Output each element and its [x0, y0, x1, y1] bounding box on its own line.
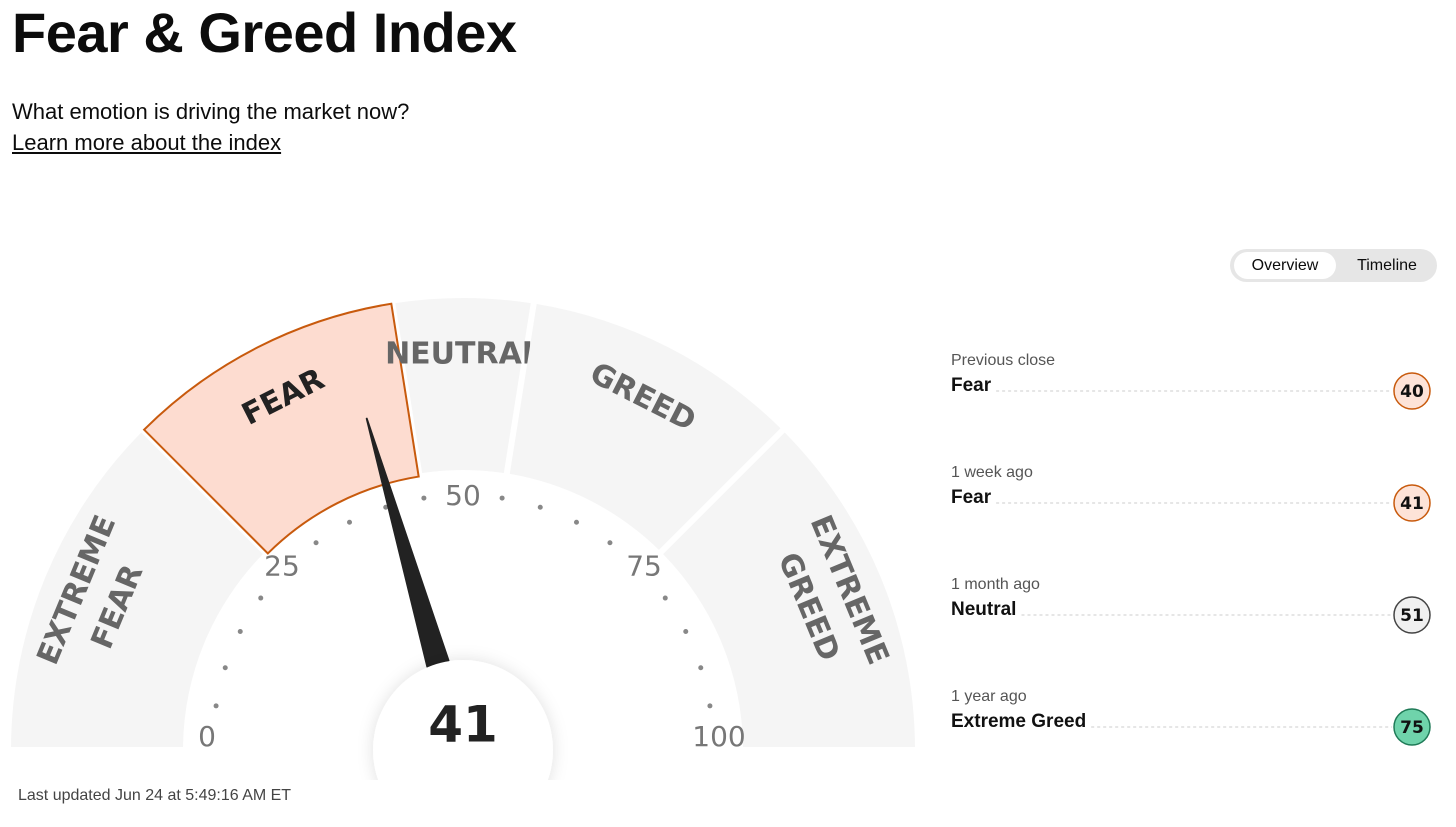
learn-more-link[interactable]: Learn more about the index [12, 130, 282, 155]
tick-dot [347, 519, 353, 525]
tick-dot [683, 629, 689, 635]
history-value: 51 [1400, 606, 1424, 626]
tick-dot [313, 540, 319, 546]
history-badge [1393, 708, 1431, 746]
tab[interactable]: Timeline [1357, 257, 1417, 274]
history-badge [1393, 484, 1431, 522]
tick-dot [662, 595, 668, 601]
tick-dot [537, 504, 543, 510]
tick-dot [237, 629, 243, 635]
gauge-segment [395, 297, 531, 473]
history-label: Fear [951, 375, 992, 396]
tick-dot [222, 665, 228, 671]
history-badge [1393, 596, 1431, 634]
history-value: 40 [1400, 382, 1424, 402]
tick-label: 25 [264, 550, 300, 583]
tick-dot [499, 495, 505, 501]
needle [365, 417, 450, 668]
tab-switch: Overview Timeline [1230, 249, 1437, 282]
history-label: Neutral [951, 599, 1016, 620]
history-period: 1 month ago [951, 576, 1040, 593]
gauge: EXTREMEFEARFEARNEUTRALGREEDEXTREMEGREED0… [11, 297, 915, 780]
tick-dot [607, 540, 613, 546]
gauge-hub [373, 660, 553, 780]
tick-dot [258, 595, 264, 601]
tick-label: 50 [445, 479, 481, 512]
tick-dot [383, 504, 389, 510]
last-updated: Last updated Jun 24 at 5:49:16 AM ET [18, 787, 292, 804]
history-period: 1 year ago [951, 688, 1027, 705]
history-period: 1 week ago [951, 464, 1033, 481]
tick-dot [698, 665, 704, 671]
tick-dot [707, 703, 713, 709]
tick-label: 100 [692, 720, 745, 753]
history-badge [1393, 372, 1431, 410]
tick-label: 75 [626, 550, 662, 583]
tick-label: 0 [198, 720, 216, 753]
history-value: 41 [1400, 494, 1424, 514]
page-title: Fear & Greed Index [12, 1, 517, 64]
gauge-segment [663, 432, 915, 748]
tick-dot [573, 519, 579, 525]
tick-dot [213, 703, 219, 709]
history-label: Fear [951, 487, 992, 508]
segment-label: NEUTRAL [385, 337, 541, 372]
gauge-value: 41 [428, 696, 498, 754]
history-panel: Previous close Fear 40 1 week ago Fear 41 1 mo… [951, 352, 1431, 746]
history-value: 75 [1400, 718, 1424, 738]
gauge-segment [509, 304, 781, 550]
tab[interactable]: Overview [1234, 252, 1336, 279]
history-period: Previous close [951, 352, 1055, 369]
gauge-segment [142, 302, 420, 555]
history-label: Extreme Greed [951, 711, 1086, 732]
tick-dot [421, 495, 427, 501]
subtitle: What emotion is driving the market now? [12, 99, 410, 124]
gauge-segment [11, 432, 263, 748]
